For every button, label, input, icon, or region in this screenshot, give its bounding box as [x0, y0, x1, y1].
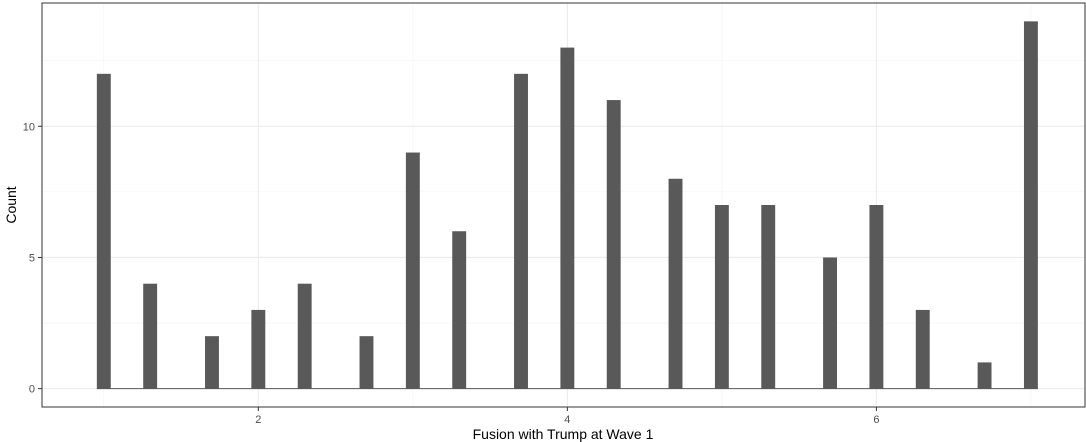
bar	[761, 205, 776, 389]
x-tick-label: 4	[564, 414, 570, 426]
bar	[251, 309, 266, 389]
y-tick-label: 10	[23, 121, 35, 133]
bar	[359, 336, 374, 389]
x-axis-title: Fusion with Trump at Wave 1	[473, 426, 654, 442]
bar	[668, 178, 683, 389]
bar	[823, 257, 837, 389]
bar	[297, 283, 312, 389]
bar	[869, 205, 884, 389]
bar	[452, 231, 467, 389]
bar	[1023, 21, 1038, 389]
bar	[977, 362, 992, 389]
bar	[405, 152, 420, 389]
bar	[514, 73, 528, 389]
bar	[96, 73, 111, 389]
bar	[915, 309, 930, 389]
y-tick-label: 5	[29, 252, 35, 264]
plot-panel-border	[41, 2, 1086, 408]
bars	[96, 21, 1038, 390]
x-axis: 2 4 6	[255, 407, 879, 426]
bar	[606, 100, 621, 389]
bar	[205, 336, 219, 389]
x-tick-label: 6	[873, 414, 879, 426]
y-axis-title: Count	[3, 186, 19, 223]
bar	[560, 47, 575, 389]
bar	[143, 283, 158, 389]
y-tick-label: 0	[29, 384, 35, 396]
bar	[714, 205, 729, 389]
y-axis: 0 5 10	[23, 121, 42, 396]
x-tick-label: 2	[255, 414, 261, 426]
